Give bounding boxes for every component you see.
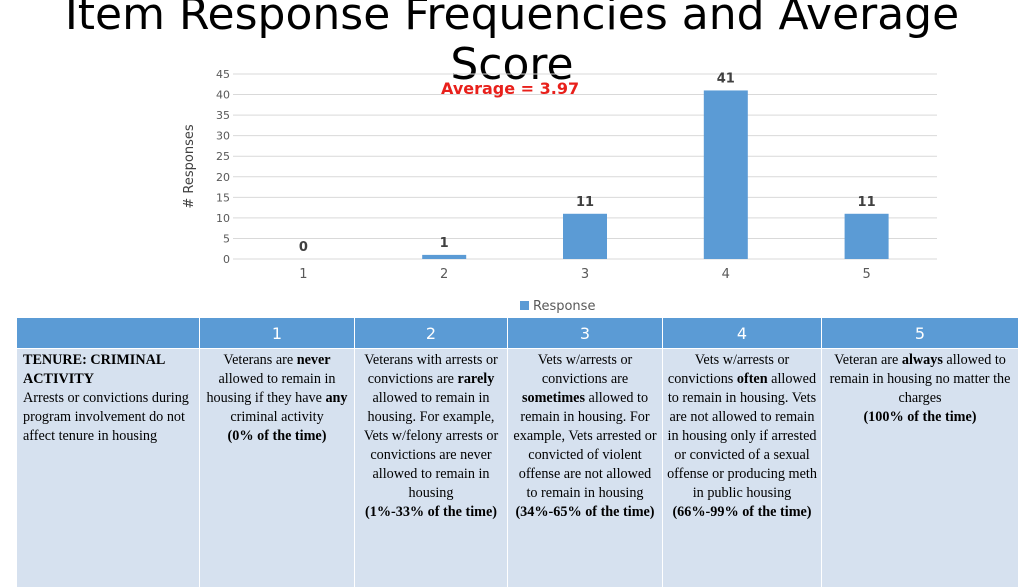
header-cell-5: 5 bbox=[821, 317, 1019, 349]
average-annotation: Average = 3.97 bbox=[441, 79, 580, 98]
scale-cell-2: Veterans with arrests or convictions are… bbox=[354, 348, 508, 588]
criterion-description: Arrests or convictions during program in… bbox=[23, 390, 189, 444]
y-tick-label: 25 bbox=[216, 150, 230, 163]
scale-cell-1: Veterans are never allowed to remain in … bbox=[199, 348, 355, 588]
scale-cell-3: Vets w/arrests or convictions are someti… bbox=[507, 348, 663, 588]
data-label: 41 bbox=[717, 71, 735, 86]
y-tick-label: 30 bbox=[216, 130, 230, 143]
scale-cell-5: Veteran are always allowed to remain in … bbox=[821, 348, 1019, 588]
y-axis-label: # Responses bbox=[182, 124, 197, 208]
y-tick-label: 35 bbox=[216, 109, 230, 122]
header-cell-blank bbox=[16, 317, 200, 349]
y-tick-label: 15 bbox=[216, 191, 230, 204]
header-cell-4: 4 bbox=[662, 317, 822, 349]
header-cell-2: 2 bbox=[354, 317, 508, 349]
x-tick-label: 2 bbox=[440, 267, 448, 282]
x-tick-label: 5 bbox=[862, 267, 870, 282]
table-header-row: 1 2 3 4 5 bbox=[16, 317, 1019, 349]
slide-title: Item Response Frequencies and Average Sc… bbox=[64, 0, 960, 90]
bar bbox=[703, 90, 748, 259]
y-tick-label: 20 bbox=[216, 171, 230, 184]
percent-range: (34%-65% of the time) bbox=[515, 504, 655, 520]
criterion-title: TENURE: CRIMINAL ACTIVITY bbox=[23, 352, 165, 387]
legend-label: Response bbox=[533, 299, 595, 314]
data-label: 0 bbox=[299, 240, 308, 255]
header-cell-3: 3 bbox=[507, 317, 663, 349]
percent-range: (1%-33% of the time) bbox=[365, 504, 497, 520]
y-tick-label: 0 bbox=[223, 253, 230, 266]
data-label: 11 bbox=[576, 195, 594, 210]
scale-cell-4: Vets w/arrests or convictions often allo… bbox=[662, 348, 822, 588]
percent-range: (100% of the time) bbox=[863, 409, 977, 425]
header-cell-1: 1 bbox=[199, 317, 355, 349]
bar bbox=[422, 254, 467, 259]
data-label: 1 bbox=[440, 236, 449, 251]
rating-scale-table: 1 2 3 4 5 TENURE: CRIMINAL ACTIVITY Arres… bbox=[16, 317, 1019, 588]
bar bbox=[844, 213, 889, 259]
y-tick-label: 5 bbox=[223, 232, 230, 245]
x-tick-label: 1 bbox=[299, 267, 307, 282]
bar bbox=[563, 213, 607, 259]
legend-swatch bbox=[520, 301, 529, 310]
data-label: 11 bbox=[858, 195, 876, 210]
criterion-cell: TENURE: CRIMINAL ACTIVITY Arrests or conv… bbox=[16, 348, 200, 588]
y-tick-label: 45 bbox=[216, 68, 230, 81]
percent-range: (0% of the time) bbox=[227, 428, 327, 444]
x-tick-label: 3 bbox=[581, 267, 589, 282]
table-row: TENURE: CRIMINAL ACTIVITY Arrests or conv… bbox=[16, 348, 1019, 588]
y-tick-label: 40 bbox=[216, 89, 230, 102]
y-tick-label: 10 bbox=[216, 212, 230, 225]
x-tick-label: 4 bbox=[722, 267, 730, 282]
percent-range: (66%-99% of the time) bbox=[672, 504, 812, 520]
